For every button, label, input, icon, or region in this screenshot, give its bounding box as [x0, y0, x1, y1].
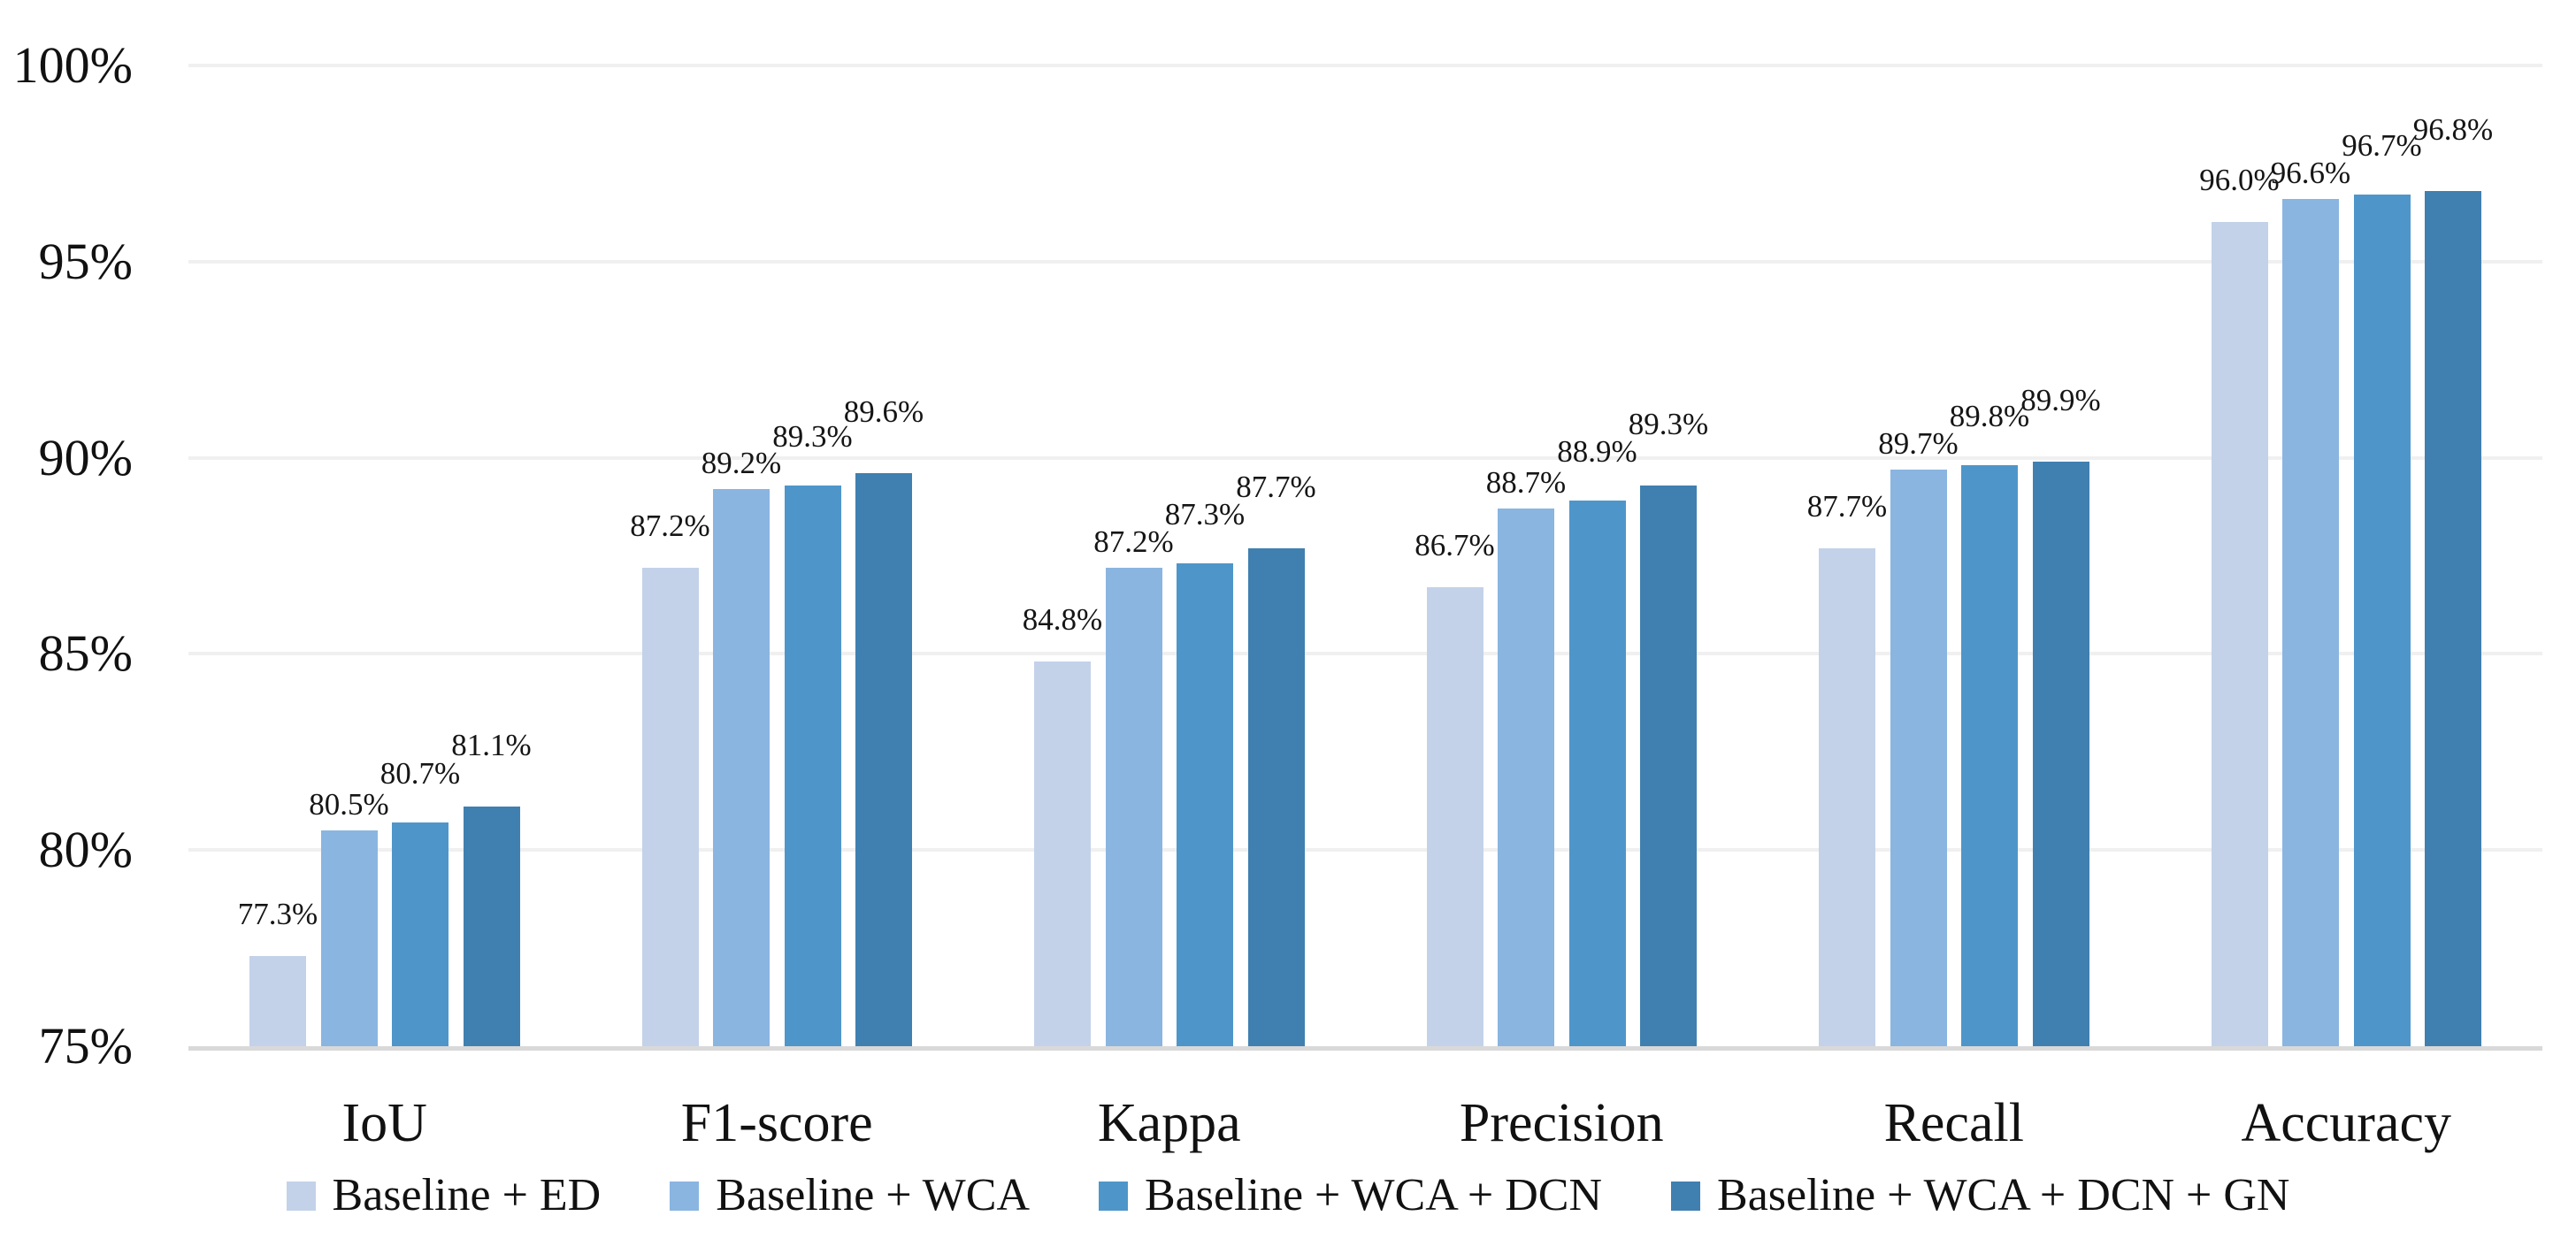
- bar-kappa-s1: [1034, 662, 1091, 1046]
- bar-value-label: 96.7%: [2342, 128, 2422, 164]
- gridline: [188, 848, 2542, 853]
- bar-value-label: 96.8%: [2412, 111, 2494, 147]
- bar-value-label: 89.7%: [1878, 425, 1959, 461]
- x-category-label-kappa: Kappa: [1097, 1093, 1241, 1153]
- bar-f1-score-s4: [855, 473, 912, 1046]
- legend-swatch-icon: [286, 1181, 316, 1211]
- legend-item: Baseline + WCA + DCN + GN: [1671, 1169, 2289, 1222]
- bar-iou-s1: [249, 955, 306, 1046]
- bar-kappa-s3: [1177, 563, 1233, 1046]
- bar-value-label: 86.7%: [1414, 527, 1495, 562]
- bar-iou-s3: [392, 822, 448, 1046]
- bar-value-label: 89.3%: [772, 418, 853, 454]
- bar-value-label: 89.2%: [701, 446, 782, 481]
- legend-label: Baseline + WCA: [716, 1170, 1030, 1220]
- legend: Baseline + ED Baseline + WCA Baseline + WC…: [0, 1167, 2576, 1224]
- bar-f1-score-s1: [641, 567, 699, 1046]
- y-tick-label: 75%: [38, 1017, 133, 1075]
- bar-recall-s4: [2032, 462, 2089, 1046]
- legend-item: Baseline + WCA + DCN: [1099, 1169, 1602, 1222]
- bar-value-label: 87.2%: [630, 508, 710, 543]
- bar-value-label: 96.6%: [2270, 155, 2351, 190]
- legend-swatch-icon: [1099, 1181, 1128, 1211]
- y-tick-label: 100%: [12, 36, 133, 94]
- bar-value-label: 96.0%: [2199, 163, 2280, 198]
- gridline: [188, 259, 2542, 264]
- x-axis-line: [188, 1046, 2542, 1051]
- bar-value-label: 87.2%: [1093, 524, 1174, 559]
- gridline: [188, 64, 2542, 67]
- bar-value-label: 88.7%: [1485, 465, 1567, 501]
- bar-value-label: 89.3%: [1628, 406, 1709, 441]
- gridline: [188, 455, 2542, 460]
- y-tick-label: 95%: [38, 232, 133, 290]
- legend-label: Baseline + WCA + DCN + GN: [1717, 1170, 2290, 1220]
- bar-recall-s1: [1819, 547, 1875, 1046]
- bar-accuracy-s1: [2211, 222, 2268, 1046]
- bar-kappa-s4: [1247, 547, 1305, 1046]
- legend-swatch-icon: [1671, 1181, 1701, 1211]
- x-category-label-recall: Recall: [1883, 1093, 2024, 1153]
- bar-precision-s4: [1640, 485, 1697, 1046]
- bar-accuracy-s2: [2282, 198, 2339, 1046]
- bar-value-label: 80.5%: [309, 787, 389, 822]
- legend-item: Baseline + ED: [286, 1169, 602, 1222]
- x-category-label-accuracy: Accuracy: [2241, 1093, 2452, 1153]
- bar-f1-score-s2: [713, 489, 770, 1046]
- bar-value-label: 89.6%: [843, 394, 924, 430]
- bar-iou-s4: [463, 807, 520, 1046]
- bar-value-label: 87.7%: [1806, 488, 1888, 524]
- bar-precision-s2: [1498, 509, 1554, 1046]
- gridline: [188, 652, 2542, 656]
- y-tick-label: 85%: [38, 624, 133, 683]
- x-category-label-precision: Precision: [1459, 1093, 1664, 1153]
- legend-swatch-icon: [670, 1181, 700, 1211]
- bar-value-label: 80.7%: [380, 756, 461, 792]
- bar-precision-s3: [1568, 501, 1626, 1046]
- bar-value-label: 84.8%: [1022, 602, 1103, 638]
- bar-f1-score-s3: [784, 485, 841, 1046]
- legend-item: Baseline + WCA: [670, 1169, 1030, 1222]
- y-tick-label: 80%: [38, 821, 133, 879]
- bar-accuracy-s3: [2353, 195, 2411, 1046]
- bar-recall-s3: [1961, 465, 2018, 1046]
- bar-kappa-s2: [1105, 567, 1162, 1046]
- legend-label: Baseline + ED: [332, 1170, 602, 1220]
- y-tick-label: 90%: [38, 428, 133, 486]
- bar-value-label: 81.1%: [451, 728, 532, 763]
- bar-recall-s2: [1890, 469, 1947, 1046]
- bar-value-label: 87.7%: [1236, 469, 1316, 504]
- bar-value-label: 89.9%: [2020, 383, 2101, 418]
- bar-accuracy-s4: [2425, 190, 2481, 1046]
- bar-value-label: 88.9%: [1557, 434, 1637, 470]
- bar-precision-s1: [1426, 586, 1484, 1046]
- bar-value-label: 87.3%: [1164, 497, 1246, 532]
- bar-value-label: 77.3%: [237, 896, 318, 931]
- bar-iou-s2: [320, 830, 378, 1046]
- bar-value-label: 89.8%: [1949, 399, 2030, 434]
- x-category-label-f1-score: F1-score: [680, 1093, 873, 1153]
- x-category-label-iou: IoU: [341, 1093, 427, 1153]
- legend-label: Baseline + WCA + DCN: [1145, 1170, 1603, 1220]
